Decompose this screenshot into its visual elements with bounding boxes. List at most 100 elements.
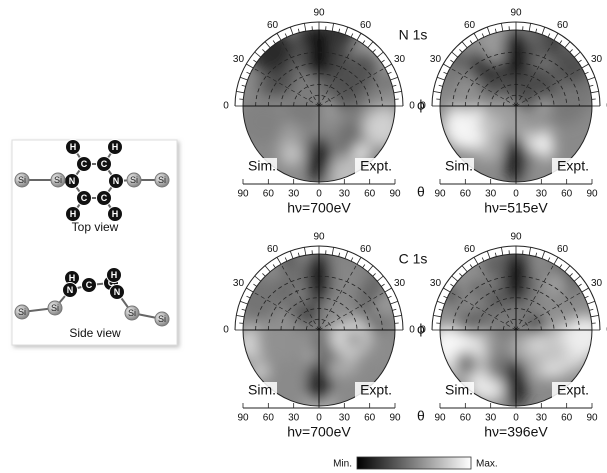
theta-tick-label: 30	[288, 189, 300, 200]
phi-tick	[459, 273, 462, 276]
phi-tick	[351, 257, 353, 261]
phi-tick	[542, 251, 545, 259]
theta-tick-label: 0	[316, 189, 322, 200]
phi-tick	[242, 85, 246, 86]
atom-label: C	[81, 193, 88, 203]
core-level-label: C 1s	[399, 251, 428, 267]
theta-tick-label: 30	[288, 413, 300, 424]
map-blob	[564, 316, 605, 357]
phi-tick	[246, 296, 250, 298]
atom-label: H	[70, 142, 77, 152]
phi-tick	[304, 23, 305, 31]
expt-label: Expt.	[557, 382, 589, 398]
phi-tick	[392, 309, 396, 310]
phi-tick	[560, 40, 562, 43]
map-blob	[443, 285, 460, 302]
phi-tick	[377, 276, 383, 281]
photon-energy: hν=700eV	[287, 200, 351, 216]
theta-tick-label: 60	[364, 413, 376, 424]
phi-tick	[277, 33, 281, 40]
theta-tick-label: 90	[237, 189, 249, 200]
theta-tick-label: 0	[513, 189, 519, 200]
theta-tick-label: 0	[316, 413, 322, 424]
phi-tick	[255, 276, 261, 281]
phi-tick	[587, 301, 595, 304]
theta-tick-label: 60	[460, 413, 472, 424]
polar-plot: 906060303000ϕ9060300306090θSim.Expt.hν=7…	[223, 232, 425, 440]
phi-tick	[582, 288, 589, 292]
theta-tick-label: 90	[434, 413, 446, 424]
phi-tick	[560, 264, 562, 267]
phi-tick	[578, 284, 581, 286]
atom-label: C	[101, 159, 108, 169]
atom-label: C	[81, 159, 88, 169]
phi-tick	[339, 29, 340, 33]
top-view-label: Top view	[72, 220, 119, 234]
colorbar-max: Max.	[476, 459, 498, 470]
phi-tick	[565, 42, 570, 48]
theta-tick-label: 60	[263, 189, 275, 200]
phi-tick	[574, 52, 580, 57]
theta-tick-label: 30	[536, 189, 548, 200]
phi-tick-label: 60	[360, 20, 372, 31]
phi-tick-label: 0	[223, 101, 229, 112]
phi-tick	[373, 49, 376, 52]
phi-tick	[589, 85, 593, 86]
phi-tick-label: 0	[420, 325, 426, 336]
map-blob	[454, 351, 479, 376]
phi-tick	[536, 253, 537, 257]
colorbar	[357, 457, 471, 469]
phi-tick	[495, 253, 496, 257]
phi-tick	[332, 247, 333, 255]
map-blob	[363, 108, 402, 147]
phi-tick	[554, 257, 558, 264]
sim-label: Sim.	[248, 382, 276, 398]
phi-tick	[285, 33, 287, 37]
theta-tick-label: 90	[586, 413, 598, 424]
phi-tick	[242, 309, 246, 310]
phi-tick	[587, 77, 595, 80]
phi-tick	[548, 33, 550, 37]
phi-tick	[529, 247, 530, 255]
phi-tick	[357, 33, 361, 40]
atom-label: Si	[130, 175, 138, 185]
phi-tick	[273, 264, 275, 267]
phi-tick	[565, 266, 570, 272]
atom-label: N	[67, 285, 74, 295]
sim-label: Sim.	[445, 158, 473, 174]
phi-tick	[262, 49, 265, 52]
phi-tick-label: 60	[360, 244, 372, 255]
phi-tick	[277, 257, 281, 264]
phi-tick	[262, 273, 265, 276]
phi-tick	[240, 301, 248, 304]
phi-tick	[290, 27, 293, 35]
phi-tick	[585, 296, 589, 298]
phi-tick	[368, 266, 373, 272]
phi-tick	[585, 72, 589, 74]
phi-tick	[377, 52, 383, 57]
phi-tick	[443, 64, 450, 68]
phi-tick-label: 0	[223, 325, 229, 336]
phi-tick-label: 60	[557, 244, 569, 255]
phi-tick-label: 0	[409, 325, 415, 336]
phi-tick	[265, 42, 270, 48]
map-blob	[478, 114, 501, 137]
phi-tick	[501, 23, 502, 31]
map-blob	[450, 78, 484, 112]
expt-label: Expt.	[360, 158, 392, 174]
phi-tick	[439, 85, 443, 86]
phi-tick	[385, 64, 392, 68]
phi-tick	[452, 276, 458, 281]
structure-panel	[12, 140, 177, 345]
phi-tick-label: 60	[464, 244, 476, 255]
phi-tick	[439, 309, 443, 310]
atom-label: H	[111, 270, 118, 280]
phi-tick	[390, 77, 398, 80]
phi-tick	[433, 91, 441, 92]
atom-label: Si	[54, 175, 62, 185]
atom-label: N	[69, 176, 76, 186]
phi-tick	[285, 257, 287, 261]
theta-tick-label: 90	[237, 413, 249, 424]
phi-tick	[542, 27, 545, 35]
atom-label: C	[101, 193, 108, 203]
